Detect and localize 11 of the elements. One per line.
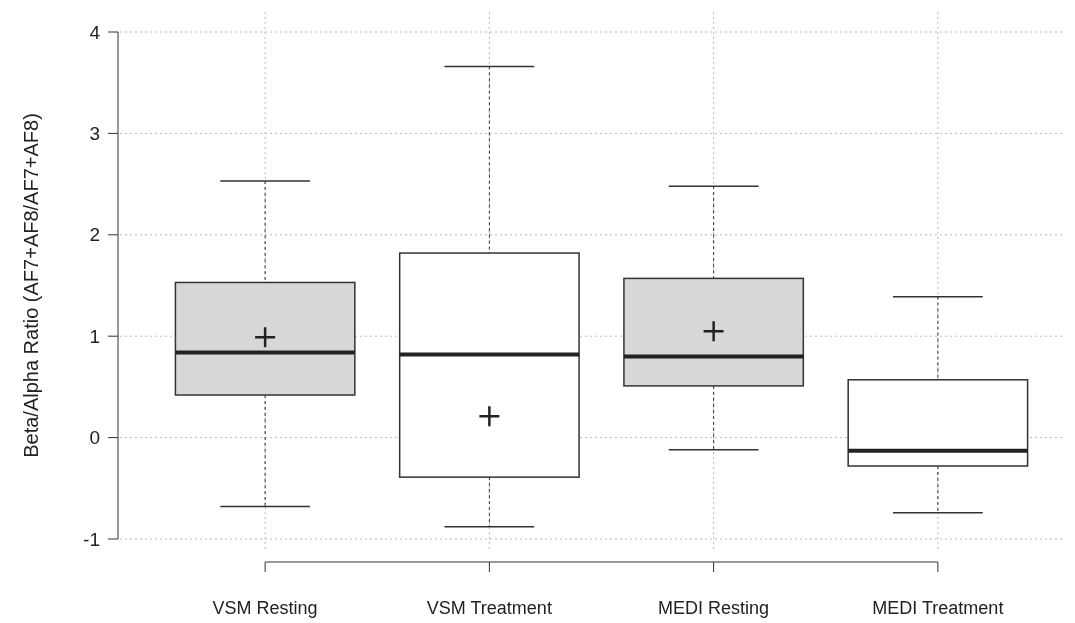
y-axis-title: Beta/Alpha Ratio (AF7+AF8/AF7+AF8): [20, 113, 42, 458]
y-tick-label: 1: [89, 325, 100, 347]
y-tick-label: 0: [89, 427, 100, 449]
x-tick-label: MEDI Resting: [658, 598, 770, 618]
x-tick-label: VSM Resting: [212, 598, 318, 618]
x-tick-label: VSM Treatment: [426, 598, 552, 618]
x-tick-label: MEDI Treatment: [872, 598, 1004, 618]
y-tick-label: -1: [83, 528, 100, 550]
y-tick-label: 3: [89, 123, 100, 145]
y-tick-label: 4: [89, 21, 101, 43]
y-tick-label: 2: [89, 224, 100, 246]
